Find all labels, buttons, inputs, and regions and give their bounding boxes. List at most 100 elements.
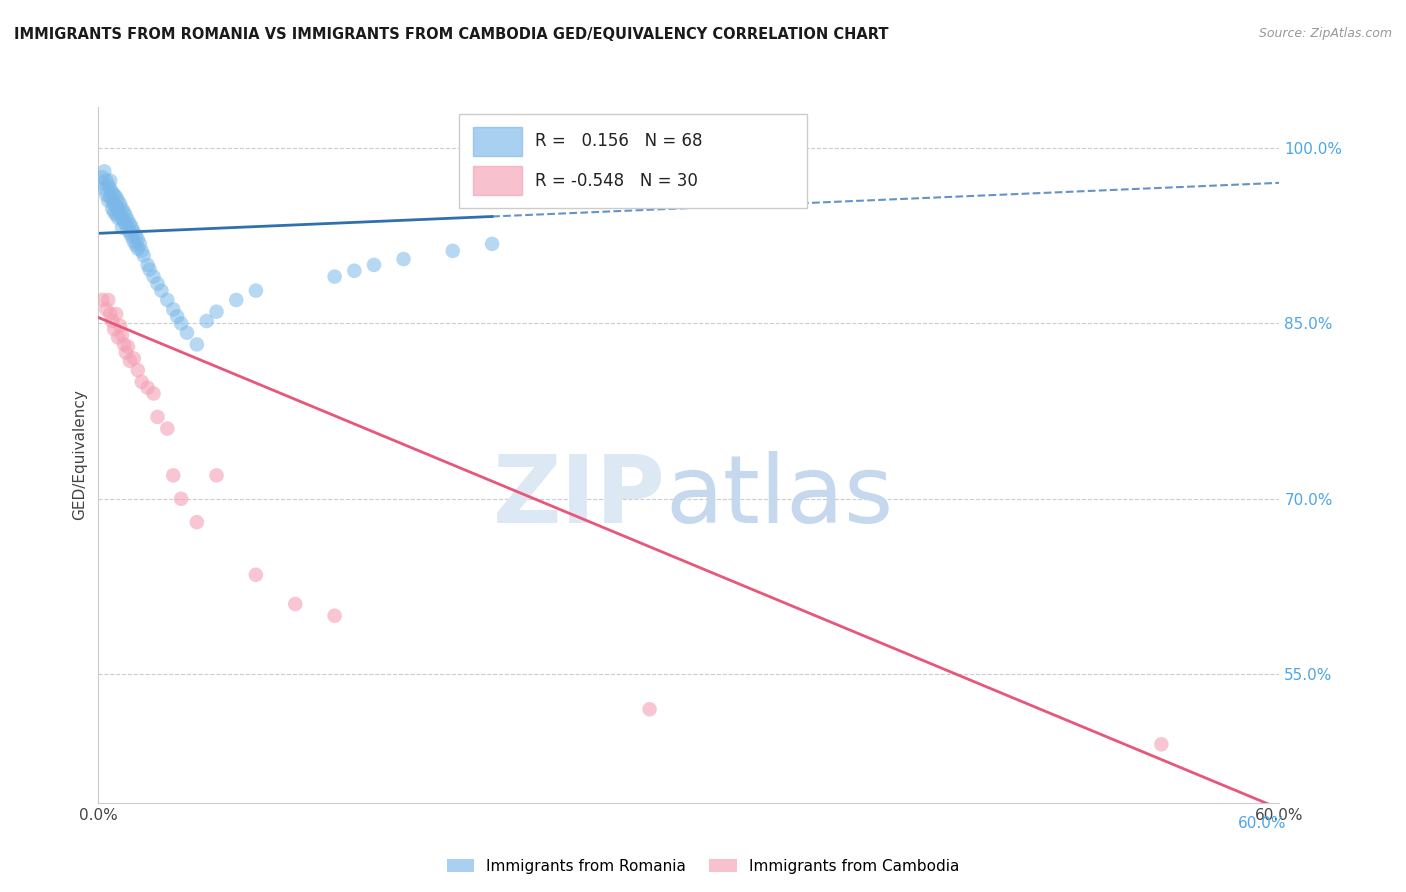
Text: atlas: atlas bbox=[665, 450, 894, 542]
Point bbox=[103, 205, 125, 219]
Point bbox=[323, 608, 346, 623]
Point bbox=[131, 375, 153, 389]
Point bbox=[115, 345, 138, 359]
Text: R = -0.548   N = 30: R = -0.548 N = 30 bbox=[536, 172, 699, 190]
Point bbox=[118, 353, 141, 368]
Point bbox=[103, 187, 125, 202]
Point bbox=[112, 337, 135, 351]
Point bbox=[162, 302, 184, 317]
Point bbox=[93, 182, 115, 196]
Point bbox=[146, 277, 169, 291]
Point bbox=[91, 293, 114, 307]
Point bbox=[122, 235, 145, 249]
Point bbox=[127, 363, 149, 377]
Point bbox=[125, 228, 148, 243]
Point bbox=[107, 202, 129, 216]
Point bbox=[166, 310, 188, 324]
Point bbox=[195, 314, 218, 328]
Point bbox=[111, 211, 134, 226]
Point bbox=[136, 258, 159, 272]
Point bbox=[105, 199, 128, 213]
Point bbox=[176, 326, 198, 340]
Point bbox=[107, 211, 129, 226]
Y-axis label: GED/Equivalency: GED/Equivalency bbox=[72, 390, 87, 520]
Point bbox=[131, 244, 153, 258]
Point bbox=[284, 597, 307, 611]
Point bbox=[101, 186, 124, 200]
Point bbox=[98, 190, 121, 204]
Point bbox=[108, 318, 131, 333]
Point bbox=[186, 515, 208, 529]
Point bbox=[170, 491, 193, 506]
Point bbox=[121, 230, 143, 244]
Point bbox=[97, 194, 120, 208]
Point bbox=[101, 194, 124, 208]
Point bbox=[111, 220, 134, 235]
Point bbox=[98, 182, 121, 196]
FancyBboxPatch shape bbox=[458, 114, 807, 208]
Text: 60.0%: 60.0% bbox=[1239, 816, 1286, 831]
Point bbox=[101, 314, 124, 328]
Bar bbox=[472, 127, 523, 156]
Legend: Immigrants from Romania, Immigrants from Cambodia: Immigrants from Romania, Immigrants from… bbox=[440, 853, 966, 880]
Point bbox=[115, 209, 138, 223]
Point bbox=[170, 317, 193, 331]
Point bbox=[97, 178, 120, 193]
Point bbox=[441, 244, 464, 258]
Point bbox=[111, 328, 134, 343]
Point bbox=[343, 264, 366, 278]
Point bbox=[156, 422, 179, 436]
Point bbox=[162, 468, 184, 483]
Point bbox=[142, 386, 165, 401]
Point bbox=[481, 236, 503, 251]
Point bbox=[156, 293, 179, 307]
Point bbox=[108, 197, 131, 211]
Point bbox=[392, 252, 415, 266]
Point bbox=[245, 567, 267, 582]
Point bbox=[107, 330, 129, 344]
Point bbox=[107, 194, 129, 208]
Point bbox=[128, 236, 150, 251]
Point bbox=[101, 202, 124, 216]
Point bbox=[136, 381, 159, 395]
Point bbox=[127, 232, 149, 246]
Point bbox=[245, 284, 267, 298]
Point bbox=[112, 205, 135, 219]
Point bbox=[1150, 737, 1173, 751]
Point bbox=[205, 304, 228, 318]
Point bbox=[117, 223, 139, 237]
Point bbox=[98, 307, 121, 321]
Bar bbox=[472, 166, 523, 195]
Point bbox=[118, 217, 141, 231]
Point bbox=[115, 218, 138, 232]
Point bbox=[127, 242, 149, 256]
Point bbox=[96, 302, 118, 317]
Point bbox=[363, 258, 385, 272]
Point bbox=[112, 214, 135, 228]
Point bbox=[96, 174, 118, 188]
Point bbox=[638, 702, 661, 716]
Text: Source: ZipAtlas.com: Source: ZipAtlas.com bbox=[1258, 27, 1392, 40]
Point bbox=[93, 164, 115, 178]
Point bbox=[117, 340, 139, 354]
Point bbox=[138, 262, 160, 277]
Point bbox=[132, 248, 155, 262]
Point bbox=[117, 213, 139, 227]
Point bbox=[146, 409, 169, 424]
Point bbox=[105, 307, 128, 321]
Point bbox=[105, 208, 128, 222]
Point bbox=[91, 170, 114, 185]
Point bbox=[97, 293, 120, 307]
Point bbox=[103, 322, 125, 336]
Text: IMMIGRANTS FROM ROMANIA VS IMMIGRANTS FROM CAMBODIA GED/EQUIVALENCY CORRELATION : IMMIGRANTS FROM ROMANIA VS IMMIGRANTS FR… bbox=[14, 27, 889, 42]
Point bbox=[186, 337, 208, 351]
Point bbox=[96, 187, 118, 202]
Point bbox=[125, 238, 148, 252]
Point bbox=[121, 220, 143, 235]
Point bbox=[118, 227, 141, 241]
Point bbox=[323, 269, 346, 284]
Point bbox=[122, 225, 145, 239]
Point bbox=[150, 284, 173, 298]
Point bbox=[122, 351, 145, 366]
Point bbox=[205, 468, 228, 483]
